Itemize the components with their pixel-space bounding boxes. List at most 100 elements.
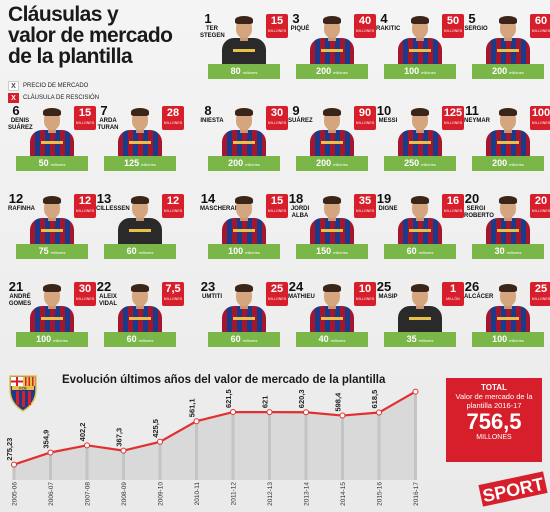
market-value-badge: 50 millones [16,156,88,171]
player-card: 8 INIESTA 30 MILLONES 200 millones [200,104,288,176]
market-value-badge: 200 millones [208,156,280,171]
chart-point [11,461,17,468]
player-photo-icon [222,108,266,156]
clause-value: 20 [534,195,548,207]
market-value: 200 [228,158,244,168]
chart-pillar [158,441,162,480]
player-card: 21 ANDRÉ GOMES 30 MILLONES 100 millones [8,280,96,352]
total-box: TOTAL Valor de mercado de la plantilla 2… [446,378,542,462]
player-number: 10 [376,103,392,118]
data-label: 354,9 [42,430,51,449]
market-value-badge: 250 millones [384,156,456,171]
chart-pillar [414,391,417,480]
clause-badge: 1 MILLÓN [442,282,464,306]
clause-value: 30 [78,283,92,295]
player-photo-icon [222,284,266,332]
clause-badge: 10 MILLONES [354,282,376,306]
clause-unit: MILLONES [355,121,375,125]
clause-badge: 35 MILLONES [354,194,376,218]
clause-unit: MILLONES [267,121,287,125]
chart-point [120,447,127,454]
market-unit: millones [53,338,68,343]
player-number: 7 [100,103,108,118]
market-unit: millones [141,162,156,167]
clause-unit: MILLONES [163,121,183,125]
clause-badge: 25 MILLONES [266,282,288,306]
player-name: SERGIO [464,26,488,32]
evolution-chart: 275,23 2005-06 354,9 2006-07 402,2 2007-08 367… [5,388,420,506]
market-value-badge: 200 millones [472,156,544,171]
player-card: 26 ALCÁCER 25 MILLONES 100 millones [464,280,550,352]
category-tick-label: 2013-14 [304,482,311,506]
market-unit: millones [333,250,348,255]
clause-value: 10 [358,283,372,295]
market-unit: millones [509,162,524,167]
player-photo-icon [118,108,162,156]
player-card: 4 RAKITIC 50 MILLONES 100 millones [376,12,464,84]
chart-point [266,409,273,416]
player-number: 18 [288,191,304,206]
chart-title: Evolución últimos años del valor de merc… [62,374,386,386]
clause-badge: 15 MILLONES [266,194,288,218]
player-name: MESSI [378,118,398,124]
player-name: JORDI ALBA [290,206,310,219]
player-photo-icon [486,108,530,156]
clause-badge: 30 MILLONES [74,282,96,306]
clause-value: 1 [449,283,457,295]
clause-swatch: X [8,93,19,103]
market-unit: millones [245,162,260,167]
category-tick-label: 2012-13 [267,482,274,506]
clause-unit: MILLONES [355,297,375,301]
player-name: RAFINHA [8,206,35,212]
player-number: 4 [380,11,388,26]
data-label: 275,23 [5,438,14,461]
market-unit: millones [242,70,258,75]
market-unit: millones [421,70,436,75]
market-unit: millones [50,162,66,167]
player-photo-icon [310,196,354,244]
chart-area [14,391,416,480]
market-unit: millones [245,250,260,255]
player-photo-icon [310,284,354,332]
market-value-badge: 125 millones [104,156,176,171]
player-name: NEYMAR [464,118,491,124]
clause-badge: 25 MILLONES [530,282,550,306]
player-card: 10 MESSI 125 MILLONES 250 millones [376,104,464,176]
market-value-badge: 150 millones [296,244,368,259]
market-unit: millones [509,338,524,343]
market-value: 250 [404,158,420,168]
clause-unit: MILLONES [75,209,95,213]
market-unit: millones [138,250,154,255]
player-card: 6 DENIS SUÁREZ 15 MILLONES 50 millones [8,104,96,176]
player-number: 19 [376,191,392,206]
legend-clause: X CLÁUSULA DE RESCISIÓN [8,92,99,104]
player-name: DIGNE [378,206,398,212]
market-unit: millones [418,250,434,255]
chart-point [376,409,382,416]
clause-value: 60 [534,15,548,27]
market-unit: millones [509,70,524,75]
player-photo-icon [398,16,442,64]
market-value: 35 [406,334,417,344]
player-photo-icon [30,196,74,244]
clause-value: 15 [270,15,284,27]
player-photo-icon [486,16,530,64]
category-tick-label: 2011-12 [231,482,238,506]
player-photo-icon [118,284,162,332]
clause-unit: MILLONES [531,297,550,301]
player-name: ALEIX VIDAL [99,294,117,307]
player-card: 14 MASCHERANO 15 MILLONES 100 millones [200,192,288,264]
player-number: 24 [288,279,304,294]
market-value-badge: 30 millones [472,244,544,259]
page-title: Cláusulas y valor de mercado de la plant… [8,4,183,67]
category-tick-label: 2015-16 [377,482,384,506]
data-label: 620,3 [297,389,306,408]
clause-value: 100 [531,107,550,119]
clause-value: 12 [78,195,92,207]
player-photo-icon [118,196,162,244]
player-card: 11 NEYMAR 100 MILLONES 200 millones [464,104,550,176]
market-value-badge: 100 millones [16,332,88,347]
clause-value: 15 [270,195,284,207]
clause-badge: 12 MILLONES [74,194,96,218]
chart-pillar [377,412,381,480]
